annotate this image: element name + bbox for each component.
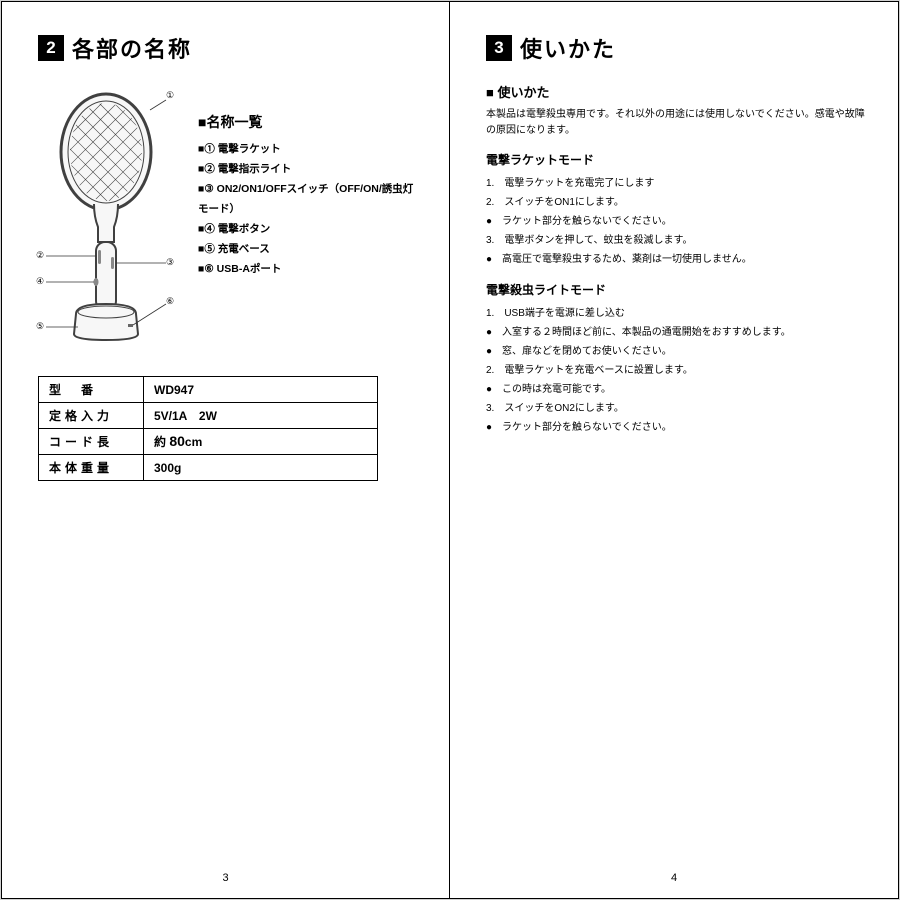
mode-heading: 電撃殺虫ライトモード — [486, 281, 868, 298]
spec-big-value: 80 — [169, 433, 185, 449]
spec-value: WD947 — [144, 377, 378, 403]
spec-label: 定格入力 — [39, 403, 144, 429]
list-item: ● 高電圧で電撃殺虫するため、薬剤は一切使用しません。 — [486, 250, 868, 269]
section-heading-2: 2 各部の名称 — [38, 32, 419, 64]
manual-spread: 2 各部の名称 — [0, 0, 900, 900]
callout-1: ① — [166, 90, 174, 101]
legend-item: ■⑤ 充電ベース — [198, 240, 419, 260]
diagram-row: ① ② ③ ④ ⑤ ⑥ ■名称一覧 ■① 電撃ラケット ■② 電撃指示ライト ■… — [38, 82, 419, 352]
legend: ■名称一覧 ■① 電撃ラケット ■② 電撃指示ライト ■③ ON2/ON1/OF… — [198, 82, 419, 280]
list-item: 2. 電撃ラケットを充電ベースに設置します。 — [486, 361, 868, 380]
section-title: 各部の名称 — [72, 32, 192, 64]
steps-list: 1. 電撃ラケットを充電完了にします 2. スイッチをON1にします。 ● ラケ… — [486, 174, 868, 269]
spec-table: 型 番 WD947 定格入力 5V/1A 2W コード長 約 80cm 本体重量… — [38, 376, 378, 481]
list-item: 2. スイッチをON1にします。 — [486, 193, 868, 212]
page-number: 4 — [671, 872, 677, 884]
spec-value: 300g — [144, 455, 378, 481]
callout-3: ③ — [166, 257, 174, 268]
legend-item: ■⑥ USB-Aポート — [198, 260, 419, 280]
list-item: 1. 電撃ラケットを充電完了にします — [486, 174, 868, 193]
legend-item: ■③ ON2/ON1/OFFスイッチ（OFF/ON/誘虫灯モード） — [198, 180, 419, 220]
table-row: 型 番 WD947 — [39, 377, 378, 403]
spec-label: 型 番 — [39, 377, 144, 403]
callout-4: ④ — [36, 276, 44, 287]
section-number-badge: 3 — [486, 35, 512, 61]
list-item: 1. USB端子を電源に差し込む — [486, 304, 868, 323]
list-item: ● この時は充電可能です。 — [486, 380, 868, 399]
list-item: ● ラケット部分を触らないでください。 — [486, 418, 868, 437]
list-item: ● ラケット部分を触らないでください。 — [486, 212, 868, 231]
spec-value: 5V/1A 2W — [144, 403, 378, 429]
callout-2: ② — [36, 250, 44, 261]
subheading: ■ 使いかた — [486, 82, 868, 101]
spec-value: 約 80cm — [144, 429, 378, 455]
page-left: 2 各部の名称 — [1, 1, 450, 899]
section-title: 使いかた — [520, 32, 616, 64]
callout-5: ⑤ — [36, 321, 44, 332]
section-heading-3: 3 使いかた — [486, 32, 868, 64]
list-item: ● 窓、扉などを閉めてお使いください。 — [486, 342, 868, 361]
racket-diagram: ① ② ③ ④ ⑤ ⑥ — [38, 82, 178, 352]
steps-list: 1. USB端子を電源に差し込む ● 入室する２時間ほど前に、本製品の通電開始を… — [486, 304, 868, 437]
list-item: 3. 電撃ボタンを押して、蚊虫を殺滅します。 — [486, 231, 868, 250]
table-row: 定格入力 5V/1A 2W — [39, 403, 378, 429]
spec-suffix: cm — [185, 435, 202, 449]
mode-heading: 電撃ラケットモード — [486, 151, 868, 168]
legend-item: ■② 電撃指示ライト — [198, 160, 419, 180]
list-item: ● 入室する２時間ほど前に、本製品の通電開始をおすすめします。 — [486, 323, 868, 342]
legend-title: ■名称一覧 — [198, 112, 419, 132]
callout-6: ⑥ — [166, 296, 174, 307]
spec-label: 本体重量 — [39, 455, 144, 481]
legend-item: ■④ 電撃ボタン — [198, 220, 419, 240]
list-item: 3. スイッチをON2にします。 — [486, 399, 868, 418]
legend-item: ■① 電撃ラケット — [198, 140, 419, 160]
table-row: コード長 約 80cm — [39, 429, 378, 455]
page-right: 3 使いかた ■ 使いかた 本製品は電撃殺虫専用です。それ以外の用途には使用しな… — [450, 1, 899, 899]
spec-label: コード長 — [39, 429, 144, 455]
spec-prefix: 約 — [154, 435, 169, 449]
section-number-badge: 2 — [38, 35, 64, 61]
legend-list: ■① 電撃ラケット ■② 電撃指示ライト ■③ ON2/ON1/OFFスイッチ（… — [198, 140, 419, 280]
table-row: 本体重量 300g — [39, 455, 378, 481]
intro-text: 本製品は電撃殺虫専用です。それ以外の用途には使用しないでください。感電や故障の原… — [486, 107, 868, 139]
page-number: 3 — [222, 872, 228, 884]
